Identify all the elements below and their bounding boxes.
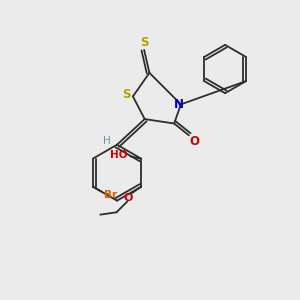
Text: S: S bbox=[140, 36, 148, 49]
Text: S: S bbox=[122, 88, 131, 101]
Text: N: N bbox=[174, 98, 184, 111]
Text: Br: Br bbox=[104, 190, 117, 200]
Text: O: O bbox=[190, 135, 200, 148]
Text: H: H bbox=[103, 136, 111, 146]
Text: HO: HO bbox=[110, 150, 128, 161]
Text: O: O bbox=[124, 193, 133, 202]
